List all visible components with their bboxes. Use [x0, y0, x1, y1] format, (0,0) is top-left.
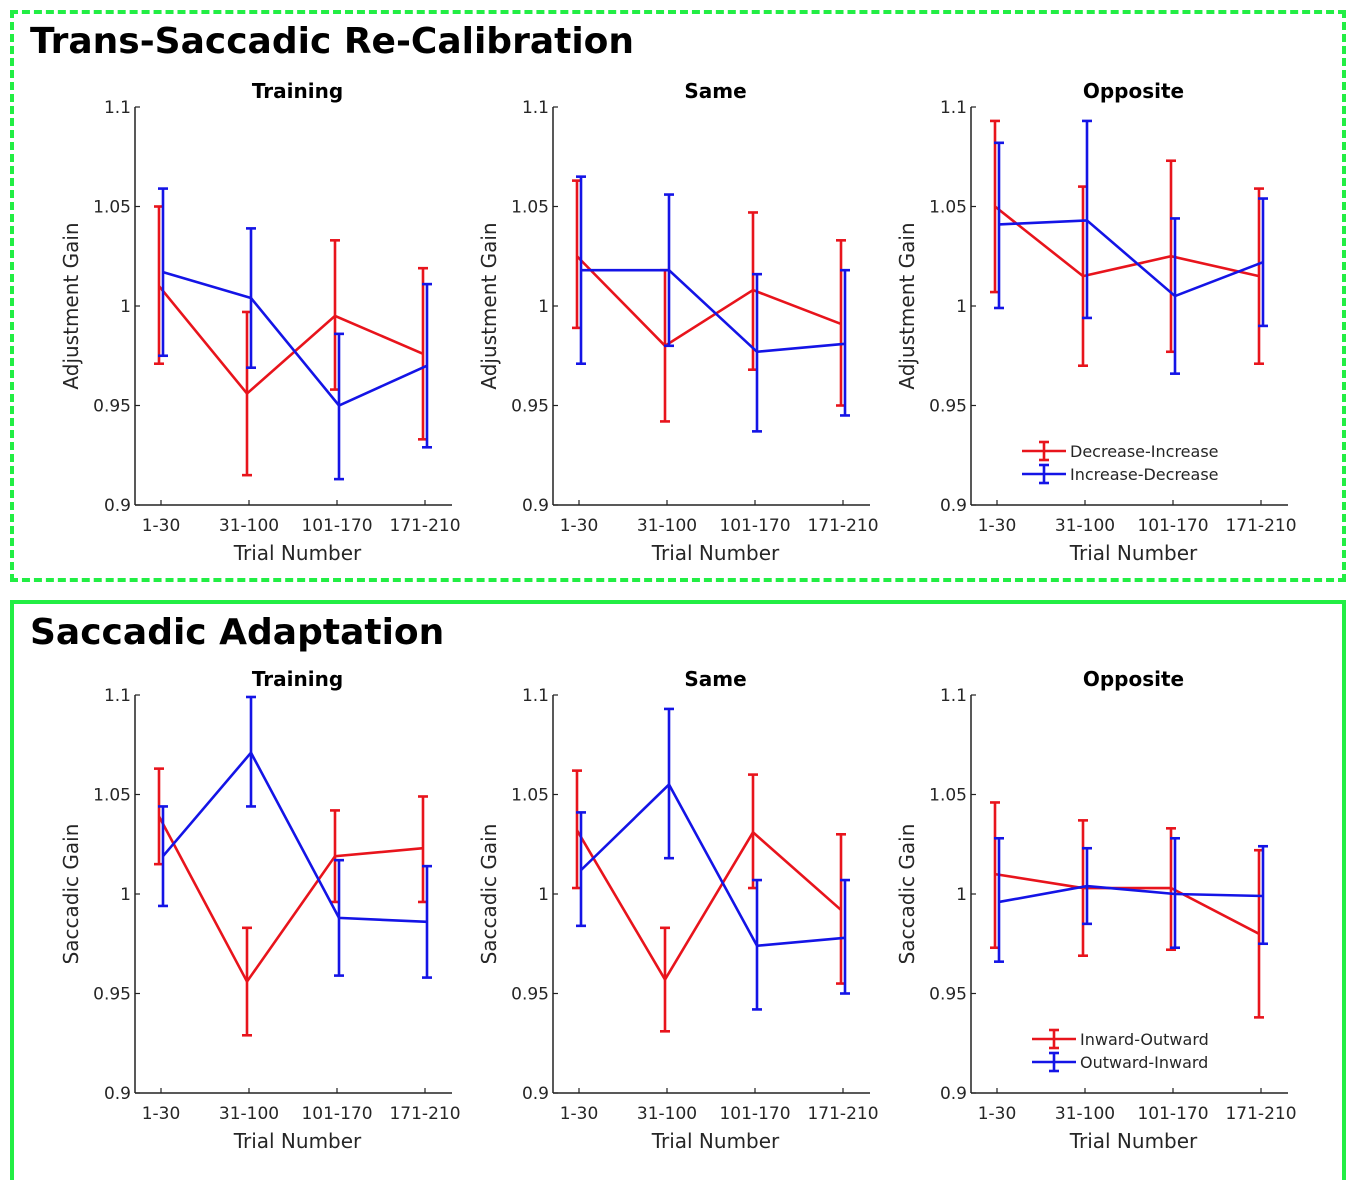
x-tick-label: 31-100: [219, 516, 279, 536]
series-line: [157, 285, 424, 396]
series-line: [575, 829, 842, 983]
x-tick-label: 101-170: [1137, 516, 1208, 536]
y-tick-label: 1: [120, 297, 131, 317]
y-tick-label: 1: [956, 885, 967, 905]
series-line: [994, 872, 1260, 935]
section-title-adaptation: Saccadic Adaptation: [30, 612, 445, 653]
chart-title: Same: [684, 79, 746, 103]
y-tick-label: 0.95: [929, 397, 967, 417]
y-tick-label: 0.9: [522, 496, 549, 516]
section-recalibration: [10, 10, 1346, 582]
y-tick-label: 1.1: [522, 98, 549, 118]
y-tick-label: 1.1: [522, 686, 549, 706]
y-axis-label: Saccadic Gain: [895, 824, 919, 965]
y-tick-label: 1.1: [104, 686, 131, 706]
y-axis-label: Saccadic Gain: [477, 824, 501, 965]
x-tick-label: 101-170: [719, 1104, 790, 1124]
x-tick-label: 31-100: [637, 516, 697, 536]
series-line: [162, 750, 428, 924]
x-tick-label: 1-30: [978, 1104, 1017, 1124]
y-axis-label: Adjustment Gain: [477, 222, 501, 389]
y-tick-label: 1.05: [93, 198, 131, 218]
y-tick-label: 1.05: [929, 786, 967, 806]
chart-title: Opposite: [1083, 667, 1184, 691]
y-tick-label: 0.95: [929, 985, 967, 1005]
legend-label: Inward-Outward: [1080, 1030, 1209, 1049]
y-tick-label: 0.95: [93, 985, 131, 1005]
y-tick-label: 0.95: [511, 985, 549, 1005]
series-line: [998, 884, 1264, 904]
y-tick-label: 0.9: [940, 1084, 967, 1104]
y-tick-label: 0.95: [511, 397, 549, 417]
x-axis-label: Trial Number: [233, 1129, 362, 1153]
x-tick-label: 31-100: [1055, 1104, 1115, 1124]
legend-label: Outward-Inward: [1080, 1053, 1208, 1072]
y-tick-label: 1: [956, 297, 967, 317]
x-tick-label: 1-30: [142, 516, 181, 536]
x-tick-label: 171-210: [1225, 516, 1296, 536]
y-tick-label: 1.05: [511, 198, 549, 218]
x-tick-label: 1-30: [978, 516, 1017, 536]
x-tick-label: 31-100: [219, 1104, 279, 1124]
x-axis-label: Trial Number: [1069, 541, 1198, 565]
x-tick-label: 101-170: [301, 516, 372, 536]
x-tick-label: 171-210: [1225, 1104, 1296, 1124]
y-tick-label: 1.05: [93, 786, 131, 806]
y-tick-label: 0.9: [522, 1084, 549, 1104]
y-axis-label: Adjustment Gain: [59, 222, 83, 389]
series-line: [581, 268, 846, 354]
chart-title: Opposite: [1083, 79, 1184, 103]
y-tick-label: 1: [538, 297, 549, 317]
x-tick-label: 171-210: [807, 1104, 878, 1124]
x-axis-label: Trial Number: [233, 541, 362, 565]
series-line: [580, 782, 846, 948]
y-tick-label: 1: [120, 885, 131, 905]
x-tick-label: 101-170: [301, 1104, 372, 1124]
y-tick-label: 1.1: [940, 686, 967, 706]
y-tick-label: 1.05: [929, 198, 967, 218]
series-line: [998, 219, 1264, 298]
x-tick-label: 171-210: [389, 1104, 460, 1124]
y-tick-label: 0.9: [104, 496, 131, 516]
x-tick-label: 1-30: [142, 1104, 181, 1124]
legend-label: Decrease-Increase: [1070, 442, 1219, 461]
x-tick-label: 31-100: [1055, 516, 1115, 536]
y-tick-label: 1.05: [511, 786, 549, 806]
series-line: [994, 205, 1260, 278]
y-tick-label: 1.1: [104, 98, 131, 118]
x-tick-label: 171-210: [389, 516, 460, 536]
series-line: [162, 270, 428, 408]
x-tick-label: 1-30: [560, 516, 599, 536]
y-tick-label: 0.9: [104, 1084, 131, 1104]
section-title-recalibration: Trans-Saccadic Re-Calibration: [30, 21, 635, 62]
x-axis-label: Trial Number: [651, 541, 780, 565]
y-tick-label: 0.95: [93, 397, 131, 417]
chart-title: Training: [252, 667, 343, 691]
y-axis-label: Adjustment Gain: [895, 222, 919, 389]
series-line: [157, 815, 424, 985]
y-tick-label: 1.1: [940, 98, 967, 118]
legend-label: Increase-Decrease: [1070, 465, 1219, 484]
x-axis-label: Trial Number: [1069, 1129, 1198, 1153]
y-tick-label: 1: [538, 885, 549, 905]
x-tick-label: 31-100: [637, 1104, 697, 1124]
chart-title: Training: [252, 79, 343, 103]
y-axis-label: Saccadic Gain: [59, 824, 83, 965]
x-tick-label: 1-30: [560, 1104, 599, 1124]
x-tick-label: 171-210: [807, 516, 878, 536]
chart-title: Same: [684, 667, 746, 691]
x-tick-label: 101-170: [719, 516, 790, 536]
series-line: [576, 255, 842, 348]
x-axis-label: Trial Number: [651, 1129, 780, 1153]
y-tick-label: 0.9: [940, 496, 967, 516]
x-tick-label: 101-170: [1137, 1104, 1208, 1124]
section-adaptation: [10, 600, 1346, 1180]
